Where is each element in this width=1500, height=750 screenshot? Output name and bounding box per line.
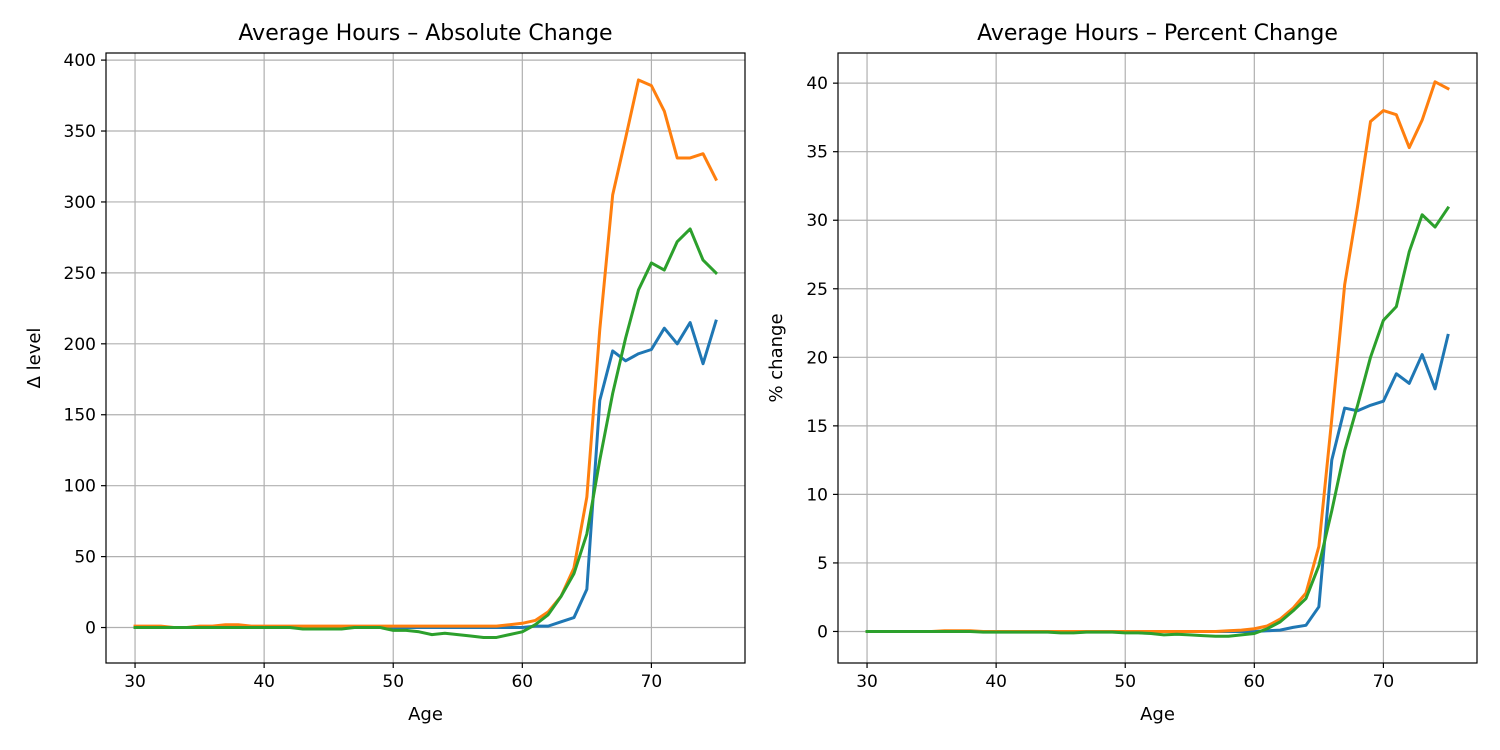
absolute-lines: [133, 78, 719, 639]
absolute-y-tick-label: 100: [64, 477, 96, 497]
absolute-y-ticks: 0 50 100 150 200 250 300 350 400: [64, 51, 106, 639]
absolute-x-tick-label: 40: [253, 672, 275, 692]
percent-y-tick-label: 15: [806, 417, 828, 437]
absolute-series-line-3: [133, 227, 719, 639]
absolute-y-tick-label: 300: [64, 193, 96, 213]
percent-y-tick-label: 40: [806, 74, 828, 94]
absolute-x-tick-label: 60: [511, 672, 533, 692]
percent-lines: [865, 80, 1451, 638]
percent-series-line-1: [865, 333, 1450, 633]
absolute-axes-frame: [105, 52, 746, 664]
percent-y-tick-label: 35: [806, 143, 828, 163]
percent-chart-title: Average Hours – Percent Change: [977, 21, 1338, 46]
percent-x-tick-label: 40: [985, 672, 1007, 692]
absolute-x-tick-label: 70: [641, 672, 663, 692]
percent-x-ticks: 30 40 50 60 70: [856, 663, 1394, 692]
absolute-y-tick-label: 350: [64, 122, 96, 142]
percent-x-axis-label: Age: [1140, 704, 1175, 725]
absolute-y-tick-label: 0: [85, 619, 96, 639]
absolute-x-tick-label: 50: [382, 672, 404, 692]
absolute-x-ticks: 30 40 50 60 70: [124, 663, 662, 692]
absolute-y-tick-label: 200: [64, 335, 96, 355]
percent-y-tick-label: 10: [806, 485, 828, 505]
percent-y-tick-label: 5: [817, 554, 828, 574]
absolute-y-tick-label: 250: [64, 264, 96, 284]
absolute-chart-title: Average Hours – Absolute Change: [238, 21, 612, 46]
percent-x-tick-label: 30: [856, 672, 878, 692]
absolute-y-axis-label: Δ level: [24, 328, 45, 389]
percent-series-line-2: [865, 80, 1450, 633]
absolute-x-axis-label: Age: [408, 704, 443, 725]
absolute-change-panel: 30 40 50 60 70 0 50 100 150 200 250 300 350 400 Aver…: [24, 21, 746, 725]
absolute-grid: [106, 53, 745, 663]
percent-grid: [838, 53, 1477, 663]
absolute-x-tick-label: 30: [124, 672, 146, 692]
absolute-y-tick-label: 50: [74, 548, 96, 568]
percent-y-tick-label: 25: [806, 280, 828, 300]
percent-y-tick-label: 30: [806, 211, 828, 231]
percent-y-tick-label: 0: [817, 622, 828, 642]
percent-y-ticks: 0 5 10 15 20 25 30 35 40: [806, 74, 838, 642]
percent-y-tick-label: 20: [806, 348, 828, 368]
absolute-y-tick-label: 150: [64, 406, 96, 426]
percent-series-line-3: [865, 205, 1451, 638]
absolute-y-tick-label: 400: [64, 51, 96, 71]
percent-y-axis-label: % change: [766, 313, 787, 402]
percent-x-tick-label: 50: [1114, 672, 1136, 692]
percent-axes-frame: [837, 52, 1478, 664]
absolute-series-line-1: [133, 319, 718, 630]
percent-x-tick-label: 60: [1243, 672, 1265, 692]
absolute-series-line-2: [133, 78, 718, 630]
percent-change-panel: 30 40 50 60 70 0 5 10 15 20 25 30 35 40 Average Hour…: [766, 21, 1478, 725]
percent-x-tick-label: 70: [1373, 672, 1395, 692]
